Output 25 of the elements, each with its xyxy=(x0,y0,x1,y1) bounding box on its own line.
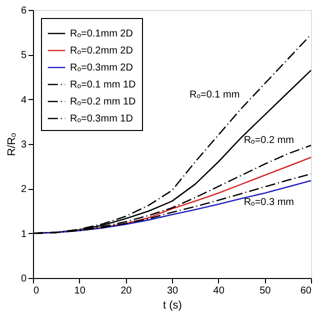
legend-label: Rₒ=0.3mm 1D xyxy=(70,114,133,124)
y-tick-label: 0 xyxy=(20,274,27,284)
y-tick-label: 3 xyxy=(20,140,27,150)
x-tick-label: 20 xyxy=(120,286,132,296)
x-axis-title: t (s) xyxy=(163,300,182,312)
annotation: Rₒ=0.3 mm xyxy=(244,197,294,208)
annotation: Rₒ=0.1 mm xyxy=(190,89,240,100)
y-axis-title: R/Rₒ xyxy=(6,132,18,156)
y-tick-label: 4 xyxy=(20,94,27,106)
y-tick-label: 5 xyxy=(20,50,27,62)
legend-label: Rₒ=0.2 mm 1D xyxy=(70,96,136,108)
x-tick-label: 10 xyxy=(74,286,86,296)
x-tick-label: 40 xyxy=(213,286,225,296)
x-tick-label: 30 xyxy=(166,286,178,296)
legend-label: Rₒ=0.2mm 2D xyxy=(70,46,133,56)
legend-label: Rₒ=0.1 mm 1D xyxy=(70,80,136,90)
x-tick-label: 0 xyxy=(34,286,40,296)
x-tick-label: 50 xyxy=(260,286,272,296)
y-tick-label: 1 xyxy=(20,228,27,240)
legend-label: Rₒ=0.3mm 2D xyxy=(70,62,133,74)
y-tick-label: 6 xyxy=(20,6,27,16)
annotation: Rₒ=0.2 mm xyxy=(244,134,294,146)
x-tick-label: 60 xyxy=(300,286,312,296)
legend-label: Rₒ=0.1mm 2D xyxy=(70,28,133,40)
y-tick-label: 2 xyxy=(20,184,27,196)
